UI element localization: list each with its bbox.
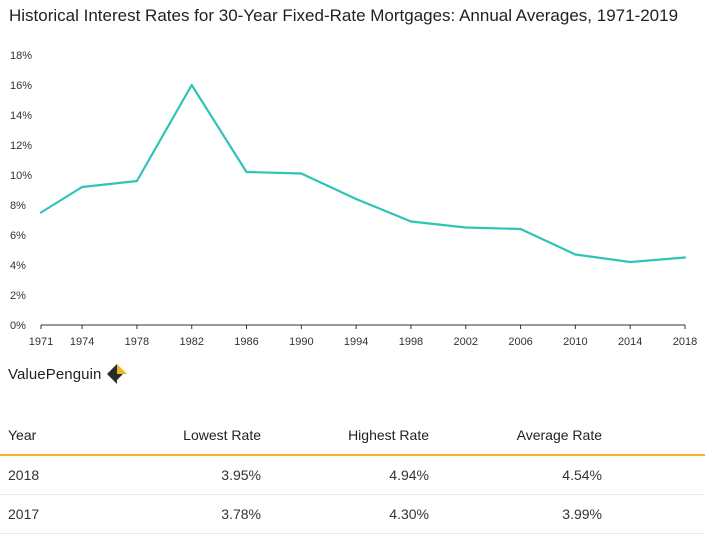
header-lowest-rate: Lowest Rate <box>130 416 261 456</box>
x-tick-label: 2006 <box>508 336 532 348</box>
cell-spacer <box>602 455 705 495</box>
x-tick-label: 1971 <box>29 336 53 348</box>
cell-year: 2017 <box>0 494 130 534</box>
y-tick-label: 6% <box>10 230 26 242</box>
cell-highest-rate: 4.94% <box>261 455 429 495</box>
rate-series-line <box>40 83 686 264</box>
y-tick-label: 14% <box>10 110 32 122</box>
rate-data-point <box>39 211 43 214</box>
chart-title: Historical Interest Rates for 30-Year Fi… <box>9 6 679 25</box>
cell-highest-rate: 4.30% <box>261 494 429 534</box>
x-tick-label: 1978 <box>125 336 149 348</box>
header-highest-rate: Highest Rate <box>261 416 429 456</box>
rate-data-point <box>519 227 522 231</box>
x-tick-label: 2010 <box>563 336 587 348</box>
y-tick-label: 10% <box>10 170 32 182</box>
table-row: 2018 3.95% 4.94% 4.54% <box>0 455 705 495</box>
table-row: 2017 3.78% 4.30% 3.99% <box>0 494 705 534</box>
rate-data-point <box>355 197 358 201</box>
rate-data-point <box>190 83 193 87</box>
rate-data-point <box>300 172 303 175</box>
cell-average-rate: 4.54% <box>429 455 602 495</box>
rate-data-point <box>81 185 84 189</box>
x-tick-label: 1982 <box>179 336 203 348</box>
table-header-row: Year Lowest Rate Highest Rate Average Ra… <box>0 416 705 456</box>
header-year: Year <box>0 416 130 456</box>
x-tick-label: 1990 <box>289 336 313 348</box>
x-tick-label: 2014 <box>618 336 642 348</box>
y-tick-label: 0% <box>10 320 26 332</box>
y-tick-label: 18% <box>10 50 32 62</box>
x-tick-label: 2002 <box>454 336 478 348</box>
rate-data-point <box>245 170 248 174</box>
rate-data-point <box>409 220 413 223</box>
rate-data-point <box>683 256 687 259</box>
x-tick-label: 1998 <box>399 336 423 348</box>
cell-average-rate: 3.99% <box>429 494 602 534</box>
cell-lowest-rate: 3.78% <box>130 494 261 534</box>
x-tick-label: 1974 <box>70 336 94 348</box>
x-tick-label: 1986 <box>234 336 258 348</box>
rates-table: Year Lowest Rate Highest Rate Average Ra… <box>0 416 705 534</box>
y-tick-label: 8% <box>10 200 26 212</box>
rate-data-point <box>629 260 632 264</box>
header-average-rate: Average Rate <box>429 416 602 456</box>
x-tick-label: 2018 <box>673 336 697 348</box>
cell-spacer <box>602 494 705 534</box>
cell-lowest-rate: 3.95% <box>130 455 261 495</box>
y-tick-label: 12% <box>10 140 32 152</box>
x-tick-label: 1994 <box>344 336 368 348</box>
brand: ValuePenguin <box>8 362 128 386</box>
header-spacer <box>602 416 705 456</box>
y-tick-label: 2% <box>10 290 26 302</box>
rate-data-point <box>464 226 467 229</box>
y-tick-label: 4% <box>10 260 26 272</box>
rate-data-point <box>135 179 139 183</box>
y-tick-label: 16% <box>10 80 32 92</box>
brand-name: ValuePenguin <box>8 365 102 383</box>
rate-data-point <box>574 253 577 256</box>
valuepenguin-logo-icon <box>106 364 127 384</box>
line-chart: 0% 2% 4% 6% 8% 10% 12% 14% 16% 18% 1971 1974 1978 198… <box>10 50 697 348</box>
cell-year: 2018 <box>0 455 130 495</box>
